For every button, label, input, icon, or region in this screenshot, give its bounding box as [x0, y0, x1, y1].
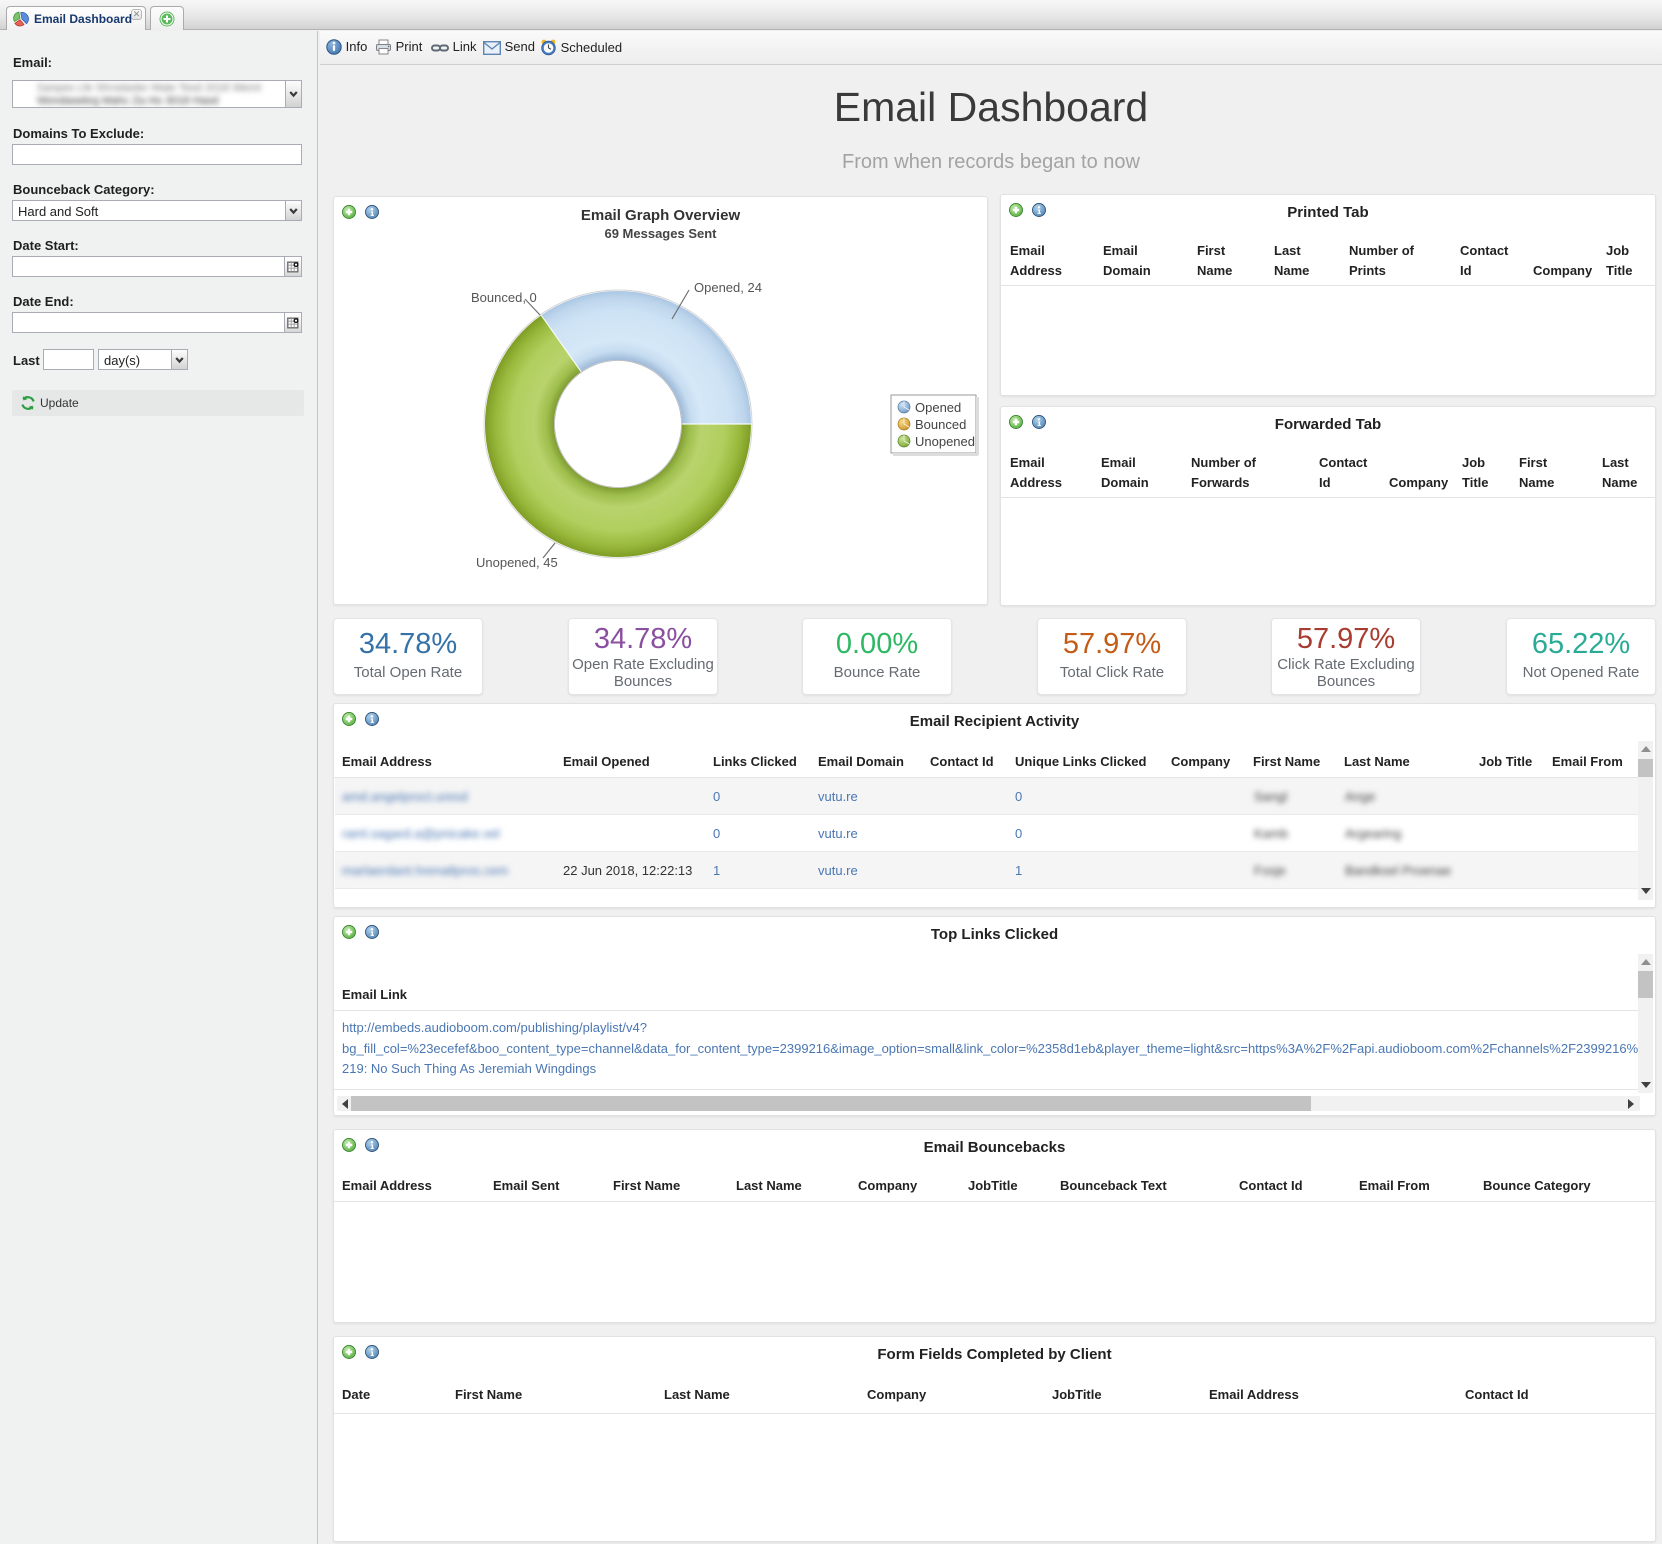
svg-text:Unopened: Unopened [915, 434, 975, 449]
svg-text:Opened, 24: Opened, 24 [694, 280, 762, 295]
svg-text:Unopened, 45: Unopened, 45 [476, 555, 558, 570]
svg-text:Bounced: Bounced [915, 417, 966, 432]
svg-text:Opened: Opened [915, 400, 961, 415]
svg-text:Bounced, 0: Bounced, 0 [471, 290, 537, 305]
